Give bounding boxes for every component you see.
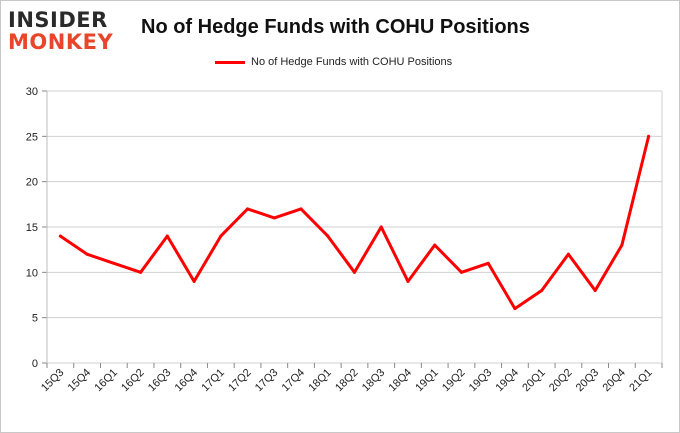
- y-axis: 0 5 10 15 20 25 30: [26, 86, 663, 370]
- x-tick-label: 20Q2: [547, 367, 575, 395]
- data-point-15Q3: [58, 234, 62, 238]
- logo-line-1: INSIDER: [8, 8, 108, 32]
- legend-swatch: [215, 60, 245, 64]
- series-layer: [58, 134, 651, 311]
- x-tick-label: 17Q4: [280, 367, 308, 395]
- x-tick-label: 17Q2: [226, 367, 254, 395]
- x-tick-label: 16Q1: [92, 367, 120, 395]
- data-point-21Q1: [647, 134, 651, 138]
- y-tick-label: 0: [32, 358, 38, 370]
- x-axis: 15Q3 15Q4 16Q1 16Q2 16Q3 16Q4 17Q1 17Q2 17Q3 17Q4…: [39, 363, 663, 395]
- x-tick-label: 19Q2: [440, 367, 468, 395]
- data-point-20Q4: [620, 243, 624, 247]
- insider-monkey-logo: INSIDER MONKEY: [8, 8, 130, 56]
- x-tick-label: 21Q1: [627, 367, 655, 395]
- x-tick-label: 17Q1: [199, 367, 227, 395]
- data-point-17Q4: [299, 207, 303, 211]
- x-tick-label: 20Q1: [520, 367, 548, 395]
- x-tick-label: 19Q1: [413, 367, 441, 395]
- data-point-18Q3: [379, 225, 383, 229]
- y-tick-label: 25: [26, 131, 38, 143]
- grid-lines: [47, 90, 662, 364]
- y-tick-label: 15: [26, 222, 38, 234]
- legend: No of Hedge Funds with COHU Positions: [215, 56, 452, 68]
- data-point-16Q4: [192, 279, 196, 283]
- x-tick-label: 18Q3: [360, 367, 388, 395]
- x-tick-label: 20Q4: [600, 367, 628, 395]
- data-point-18Q4: [406, 279, 410, 283]
- x-tick-label: 15Q4: [66, 367, 94, 395]
- chart-title: No of Hedge Funds with COHU Positions: [141, 16, 530, 38]
- data-point-17Q2: [246, 207, 250, 211]
- y-tick-label: 20: [26, 177, 38, 189]
- logo-line-2: MONKEY: [8, 30, 114, 54]
- data-point-19Q2: [459, 270, 463, 274]
- x-tick-label: 16Q3: [146, 367, 174, 395]
- data-point-16Q2: [139, 270, 143, 274]
- data-point-20Q1: [540, 288, 544, 292]
- x-tick-label: 18Q1: [306, 367, 334, 395]
- data-point-18Q2: [353, 270, 356, 274]
- legend-label: No of Hedge Funds with COHU Positions: [251, 56, 453, 68]
- data-point-19Q4: [513, 307, 517, 311]
- data-point-18Q1: [326, 234, 330, 238]
- data-point-20Q2: [566, 252, 570, 256]
- x-tick-label: 18Q4: [387, 367, 415, 395]
- series-line-0: [58, 134, 651, 311]
- data-point-15Q4: [85, 252, 89, 256]
- x-tick-label: 17Q3: [253, 367, 281, 395]
- data-point-16Q3: [165, 234, 169, 238]
- y-tick-label: 30: [26, 86, 38, 98]
- data-point-20Q3: [593, 288, 597, 292]
- x-tick-label: 19Q4: [494, 367, 522, 395]
- x-tick-label: 18Q2: [333, 367, 361, 395]
- x-tick-label: 20Q3: [574, 367, 602, 395]
- data-point-17Q3: [272, 216, 276, 220]
- x-tick-label: 16Q2: [119, 367, 147, 395]
- x-tick-label: 15Q3: [39, 367, 67, 395]
- y-tick-label: 10: [26, 267, 38, 279]
- data-point-16Q1: [112, 261, 116, 265]
- data-point-19Q3: [486, 261, 490, 265]
- x-tick-label: 16Q4: [173, 367, 201, 395]
- data-point-17Q1: [219, 234, 223, 238]
- x-tick-label: 19Q3: [467, 367, 495, 395]
- data-point-19Q1: [433, 243, 437, 247]
- y-tick-label: 5: [32, 313, 38, 325]
